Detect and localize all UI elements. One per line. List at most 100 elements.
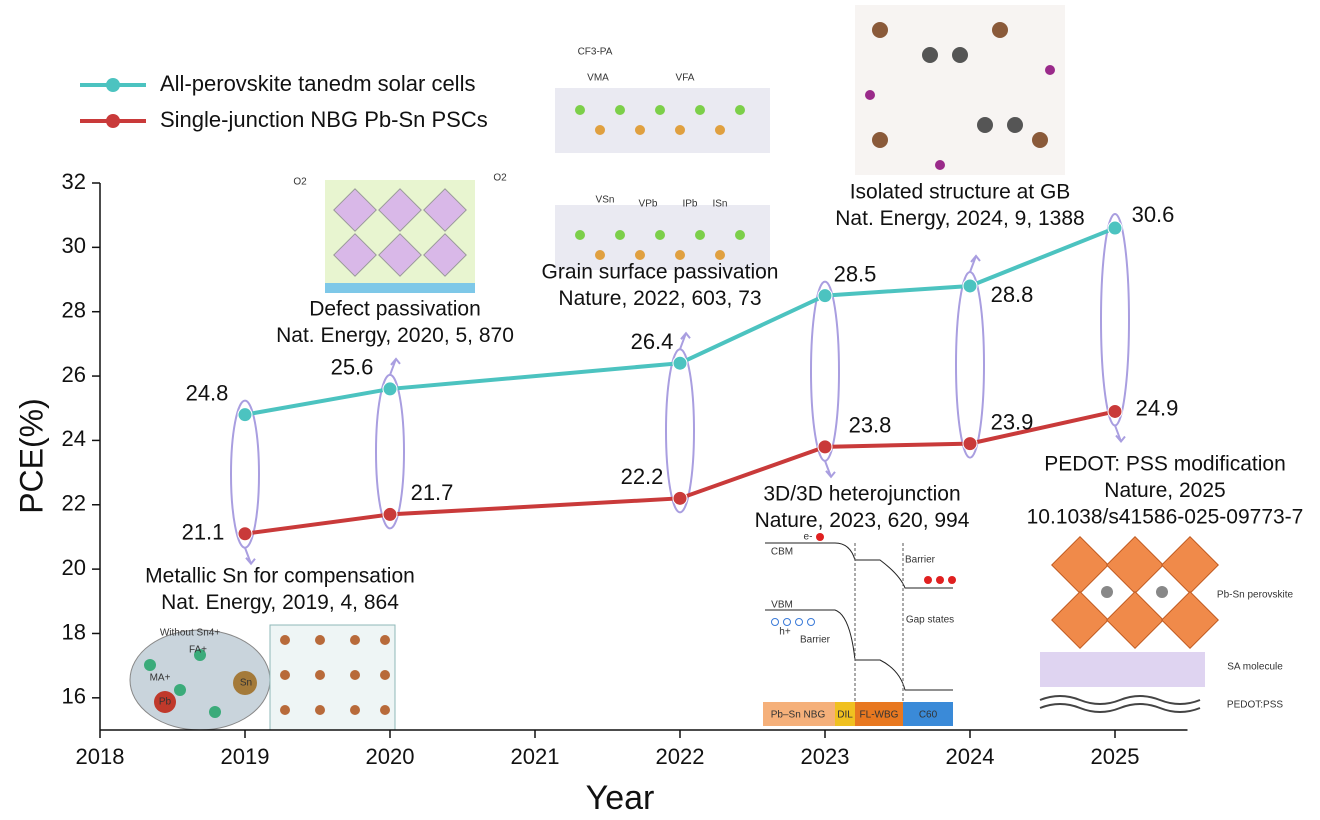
- point: [1107, 403, 1123, 419]
- group-ellipse: [665, 348, 695, 514]
- series-line: [244, 226, 1116, 417]
- inset-label: CBM: [771, 547, 793, 558]
- annotation: 3D/3D heterojunction: [763, 483, 960, 506]
- inset-label: CF3-PA: [578, 47, 613, 58]
- pointer-arrow: [1114, 425, 1126, 444]
- point: [237, 407, 253, 423]
- point: [672, 490, 688, 506]
- inset-label: VSn: [596, 195, 615, 206]
- inset-label: h+: [779, 627, 791, 638]
- point: [1107, 220, 1123, 236]
- annotation: Nat. Energy, 2020, 5, 870: [276, 324, 514, 347]
- y-tick-label: 20: [62, 555, 86, 580]
- inset-heterojunction: [763, 533, 956, 726]
- y-tick-label: 26: [62, 362, 86, 387]
- annotation: Nature, 2025: [1104, 479, 1225, 502]
- group-ellipse: [375, 373, 405, 530]
- y-tick-label: 32: [62, 169, 86, 194]
- inset-label: Barrier: [800, 635, 831, 646]
- annotation: Isolated structure at GB: [850, 181, 1071, 204]
- inset-label: SA molecule: [1227, 662, 1283, 673]
- point: [962, 278, 978, 294]
- inset-label: FA+: [189, 645, 207, 656]
- inset-label: DIL: [837, 710, 853, 721]
- x-tick-label: 2020: [366, 744, 415, 769]
- x-tick-label: 2021: [511, 744, 560, 769]
- group-ellipse: [955, 270, 985, 459]
- pointer-arrow: [824, 460, 836, 479]
- inset-label: MA+: [150, 673, 171, 684]
- pointer-arrow: [679, 331, 691, 350]
- inset-label: ISn: [712, 199, 727, 210]
- inset-label: VFA: [676, 73, 695, 84]
- data-label: 23.9: [991, 409, 1034, 434]
- annotation: Metallic Sn for compensation: [145, 565, 415, 588]
- legend-label: Single-junction NBG Pb-Sn PSCs: [160, 107, 488, 132]
- inset-label: C60: [919, 710, 938, 721]
- x-tick-label: 2025: [1091, 744, 1140, 769]
- legend-marker: [106, 78, 120, 92]
- annotation: Nature, 2022, 603, 73: [558, 287, 761, 310]
- inset-label: O2: [293, 177, 307, 188]
- y-tick-label: 28: [62, 298, 86, 323]
- inset-label: Without Sn4+: [160, 628, 220, 639]
- data-label: 24.9: [1136, 395, 1179, 420]
- x-tick-label: 2023: [801, 744, 850, 769]
- data-label: 22.2: [621, 464, 664, 489]
- x-tick-label: 2024: [946, 744, 995, 769]
- point: [817, 288, 833, 304]
- inset-grain-surface: [555, 88, 770, 270]
- annotation: Grain surface passivation: [542, 261, 779, 284]
- inset-label: FL-WBG: [860, 710, 899, 721]
- data-label: 23.8: [849, 413, 892, 438]
- inset-label: Pb: [159, 697, 172, 708]
- y-tick-label: 18: [62, 619, 86, 644]
- point: [672, 355, 688, 371]
- point: [382, 506, 398, 522]
- y-tick-label: 22: [62, 491, 86, 516]
- inset-label: Pb-Sn perovskite: [1217, 590, 1294, 601]
- inset-label: VPb: [639, 199, 658, 210]
- data-label: 21.1: [182, 520, 225, 545]
- data-label: 25.6: [331, 355, 374, 380]
- inset-metallic-sn: [129, 624, 396, 731]
- annotation: Nat. Energy, 2024, 9, 1388: [835, 207, 1084, 230]
- data-label: 28.5: [834, 261, 877, 286]
- data-label: 26.4: [631, 329, 674, 354]
- data-label: 28.8: [991, 282, 1034, 307]
- inset-label: VMA: [587, 73, 609, 84]
- x-tick-label: 2022: [656, 744, 705, 769]
- group-ellipse: [810, 280, 840, 462]
- annotation: Defect passivation: [309, 298, 481, 321]
- x-tick-label: 2019: [221, 744, 270, 769]
- x-axis-label: Year: [586, 779, 655, 817]
- inset-isolated-structure: [855, 5, 1065, 175]
- annotation: PEDOT: PSS modification: [1044, 453, 1286, 476]
- y-axis-label: PCE(%): [13, 398, 49, 514]
- x-tick-label: 2018: [76, 744, 125, 769]
- inset-label: Gap states: [906, 615, 954, 626]
- inset-label: VBM: [771, 600, 793, 611]
- point: [382, 381, 398, 397]
- point: [962, 436, 978, 452]
- data-label: 30.6: [1132, 202, 1175, 227]
- legend-label: All-perovskite tanedm solar cells: [160, 71, 475, 96]
- group-ellipse: [1100, 213, 1130, 427]
- pointer-arrow: [244, 547, 256, 566]
- data-label: 21.7: [411, 480, 454, 505]
- data-label: 24.8: [186, 380, 229, 405]
- y-tick-label: 24: [62, 426, 86, 451]
- inset-defect-passivation: [325, 180, 475, 293]
- annotation: 10.1038/s41586-025-09773-7: [1027, 506, 1304, 529]
- inset-pedot: [1039, 536, 1219, 713]
- inset-label: Pb–Sn NBG: [771, 710, 826, 721]
- inset-label: Sn: [240, 678, 252, 689]
- inset-label: PEDOT:PSS: [1227, 700, 1283, 711]
- annotation: Nature, 2023, 620, 994: [755, 509, 970, 532]
- pointer-arrow: [389, 357, 401, 376]
- inset-label: Barrier: [905, 555, 936, 566]
- point: [237, 526, 253, 542]
- inset-label: O2: [493, 173, 507, 184]
- group-ellipse: [230, 399, 260, 549]
